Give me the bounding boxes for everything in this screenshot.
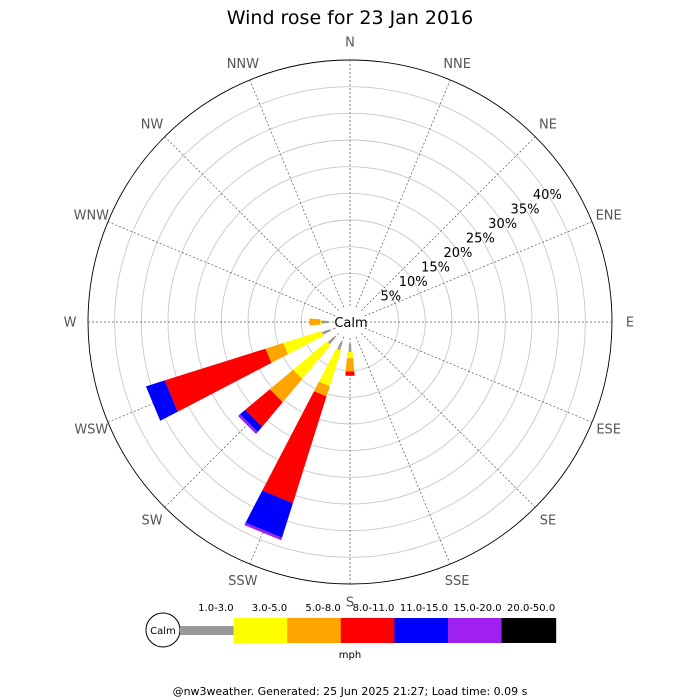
bar-s-1.0-3.0 [348,344,352,352]
tick-label-35: 35% [511,202,540,217]
direction-label-sse: SSE [445,574,470,589]
bar-sw-1.0-3.0 [327,336,336,345]
direction-label-e: E [626,316,634,331]
bar-w-3.0-5.0 [320,319,322,325]
legend-swatch-3.0-5.0 [233,618,289,643]
legend-calm-label: Calm [150,626,176,637]
spoke-ene [360,221,593,318]
direction-label-ese: ESE [596,423,621,438]
direction-label-s: S [346,596,354,611]
bar-ssw-8.0-11.0 [262,391,327,504]
bar-wsw-8.0-11.0 [164,348,272,412]
bar-w-1.0-3.0 [321,320,328,324]
bar-s-5.0-8.0 [345,358,355,372]
direction-label-ne: NE [539,118,557,133]
direction-label-nnw: NNW [227,57,259,72]
tick-label-5: 5% [381,289,402,304]
bar-wsw-11.0-15.0 [145,380,178,421]
bar-w-5.0-8.0 [309,318,321,326]
chart-title: Wind rose for 23 Jan 2016 [227,7,474,29]
spoke-sse [354,332,451,565]
spoke-nw [164,136,342,314]
legend-label-5.0-8.0: 5.0-8.0 [305,603,340,614]
bar-wsw-5.0-8.0 [265,343,288,363]
legend-swatch-11.0-15.0 [394,618,449,643]
grid-ring [114,86,586,558]
tick-label-40: 40% [533,188,562,203]
tick-label-20: 20% [443,246,472,261]
spoke-ne [358,136,536,314]
bar-ssw-1.0-3.0 [337,341,343,351]
legend-swatch-15.0-20.0 [448,618,503,643]
legend-swatch-8.0-11.0 [340,618,396,643]
bar-ssw-11.0-15.0 [245,490,293,538]
bar-s-3.0-5.0 [346,351,354,359]
tick-label-25: 25% [466,231,495,246]
legend-label-11.0-15.0: 11.0-15.0 [400,603,448,614]
spoke-se [358,330,536,508]
direction-label-nne: NNE [443,57,471,72]
bar-sw-11.0-15.0 [240,409,263,432]
legend-swatch-5.0-8.0 [287,618,342,643]
bar-sw-5.0-8.0 [269,369,303,403]
direction-label-sw: SW [141,513,162,528]
direction-label-ssw: SSW [228,574,258,589]
tick-label-15: 15% [421,260,450,275]
direction-label-se: SE [540,513,556,528]
tick-label-30: 30% [488,217,517,232]
legend-label-8.0-11.0: 8.0-11.0 [353,603,395,614]
legend-swatch-1.0-3.0 [180,626,235,635]
legend-label-3.0-5.0: 3.0-5.0 [252,603,287,614]
legend-swatch-20.0-50.0 [501,618,557,643]
direction-label-nw: NW [141,118,164,133]
direction-label-wnw: WNW [74,208,110,223]
bar-sw-3.0-5.0 [293,341,331,379]
bar-s-8.0-11.0 [345,371,355,376]
spoke-ese [360,326,593,423]
spoke-nne [354,79,451,312]
direction-label-ene: ENE [596,208,622,223]
legend-label-15.0-20.0: 15.0-20.0 [453,603,501,614]
bar-ssw-15.0-20.0 [244,522,282,541]
direction-label-wsw: WSW [74,423,108,438]
bar-wsw-3.0-5.0 [283,331,324,355]
spoke-nnw [249,79,346,312]
bar-sw-15.0-20.0 [238,414,258,434]
wind-bars [145,318,355,541]
legend-units: mph [339,650,361,661]
bar-sw-8.0-11.0 [245,389,283,427]
bar-ssw-3.0-5.0 [318,348,341,387]
bar-ssw-5.0-8.0 [314,381,330,397]
tick-label-10: 10% [399,275,428,290]
footer-text: @nw3weather. Generated: 25 Jun 2025 21:2… [173,685,528,698]
spoke-wnw [107,221,340,318]
direction-label-w: W [64,316,77,331]
legend-label-1.0-3.0: 1.0-3.0 [198,603,233,614]
grid-ring [194,166,506,478]
direction-labels: N NNE NE ENE E ESE SE SSE S SSW SW WSW W WNW NW NNW [64,36,635,611]
legend-label-20.0-50.0: 20.0-50.0 [507,603,555,614]
direction-label-n: N [345,36,355,51]
grid-ring [274,246,426,398]
calm-center: Calm [334,307,368,337]
speed-legend: Calm 1.0-3.0 3.0-5.0 5.0-8.0 8.0-11.0 11.0-1… [145,603,557,661]
bar-wsw-1.0-3.0 [321,329,331,335]
calm-label: Calm [334,316,367,331]
radial-tick-labels: 5%10%15%20%25%30%35%40% [381,188,562,305]
